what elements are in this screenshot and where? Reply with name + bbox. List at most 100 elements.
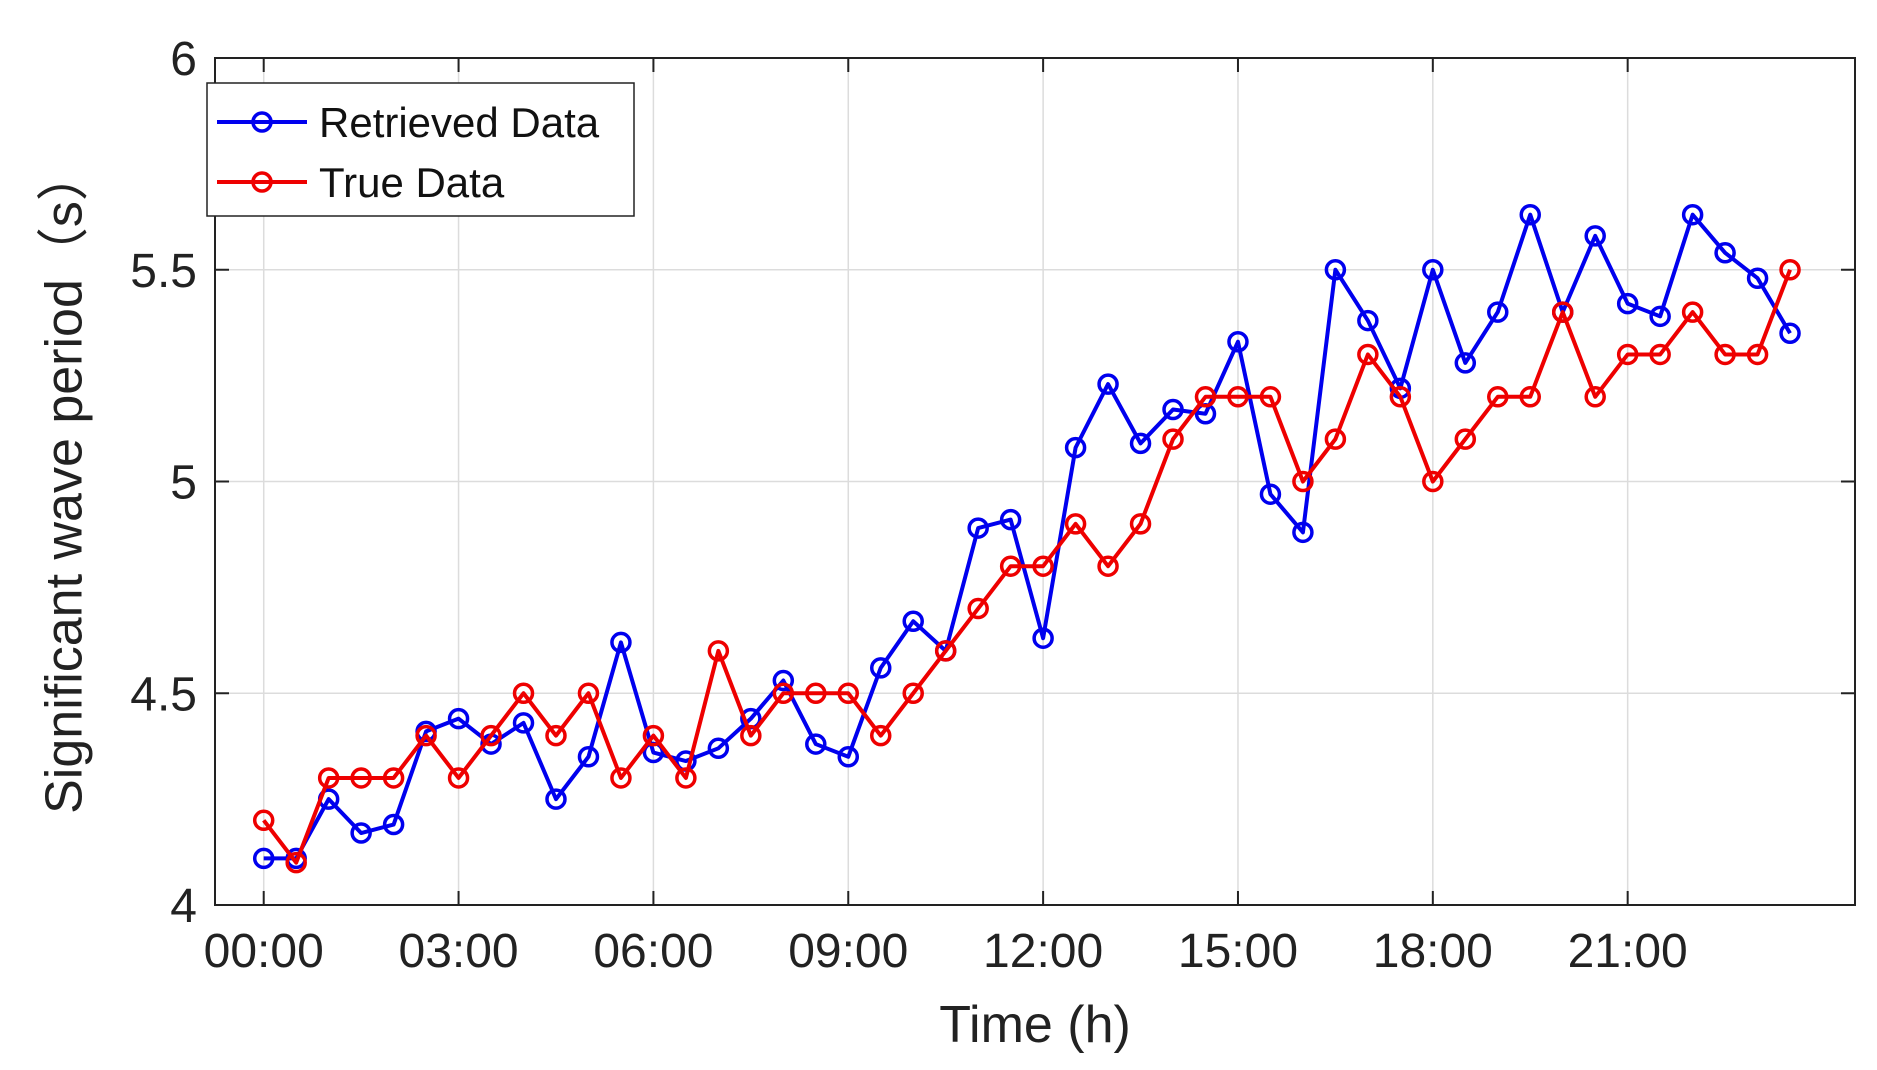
data-point — [1649, 305, 1671, 328]
x-tick-label: 15:00 — [1178, 925, 1298, 978]
data-point — [577, 682, 600, 704]
series-line — [263, 212, 1792, 861]
series-true-data — [252, 259, 1801, 874]
data-point — [480, 724, 502, 747]
y-tick-label: 5 — [170, 457, 197, 510]
legend-entry: Retrieved Data — [217, 99, 600, 146]
data-point — [1064, 436, 1087, 459]
data-point — [1032, 555, 1054, 577]
data-point — [869, 724, 892, 747]
data-point — [1227, 330, 1249, 353]
data-point — [1194, 386, 1217, 408]
data-point — [1032, 627, 1054, 649]
data-point — [805, 733, 827, 755]
data-point — [1357, 343, 1379, 366]
data-point — [610, 767, 632, 789]
data-point — [1292, 470, 1314, 493]
data-point — [610, 631, 632, 654]
data-point — [1324, 259, 1347, 281]
data-point — [1422, 470, 1444, 493]
data-point — [675, 767, 697, 789]
data-point — [934, 640, 957, 662]
data-point — [1551, 301, 1574, 323]
legend-box — [206, 82, 635, 217]
data-point — [642, 724, 665, 747]
data-point — [1584, 225, 1606, 247]
data-point — [1357, 309, 1379, 332]
data-point — [1714, 242, 1736, 264]
data-point — [577, 746, 600, 768]
data-point — [999, 555, 1022, 577]
data-point — [707, 640, 730, 662]
x-tick-label: 03:00 — [399, 925, 519, 978]
data-point — [317, 767, 340, 789]
x-axis-label: Time (h) — [939, 996, 1131, 1054]
x-tick-label: 06:00 — [593, 925, 713, 978]
data-point — [772, 682, 795, 704]
data-point — [999, 508, 1022, 531]
data-point — [1519, 386, 1541, 408]
data-point — [285, 851, 307, 874]
y-axis-label: Significant wave period（s） — [36, 149, 94, 814]
data-point — [772, 669, 795, 692]
data-point — [1064, 513, 1087, 535]
data-point — [1129, 432, 1152, 455]
data-point — [1454, 428, 1477, 450]
y-tick-label: 5.5 — [130, 245, 197, 298]
data-point — [902, 610, 924, 633]
series-layer — [252, 203, 1801, 874]
data-point — [1259, 386, 1282, 408]
data-point — [545, 788, 567, 810]
legend-label: True Data — [319, 159, 505, 206]
data-point — [1129, 513, 1152, 535]
data-point — [1616, 292, 1639, 315]
data-point — [740, 724, 762, 747]
data-point — [1487, 301, 1509, 323]
data-point — [1714, 343, 1736, 366]
y-tick-label: 6 — [170, 33, 197, 86]
data-point — [447, 767, 470, 789]
data-point — [1746, 267, 1769, 289]
data-point — [1616, 343, 1639, 366]
y-tick-label: 4.5 — [130, 668, 197, 721]
data-point — [1227, 386, 1249, 408]
legend-entry: True Data — [217, 159, 505, 206]
data-point — [837, 682, 860, 704]
series-retrieved-data — [252, 203, 1801, 870]
data-point — [1389, 386, 1412, 408]
data-point — [967, 517, 989, 539]
data-point — [1779, 322, 1801, 345]
x-tick-label: 21:00 — [1568, 925, 1688, 978]
x-tick-label: 09:00 — [788, 925, 908, 978]
data-point — [1519, 203, 1541, 226]
legend-label: Retrieved Data — [319, 99, 600, 146]
data-point — [252, 847, 275, 870]
data-point — [350, 767, 372, 789]
data-point — [1779, 259, 1801, 281]
data-point — [1681, 203, 1704, 226]
data-point — [902, 682, 924, 704]
data-point — [447, 707, 470, 730]
data-point — [1422, 259, 1444, 281]
data-point — [805, 682, 827, 704]
x-tick-label: 18:00 — [1373, 925, 1493, 978]
legend: Retrieved Data True Data — [206, 82, 635, 217]
data-point — [382, 813, 405, 836]
data-point — [1097, 373, 1119, 395]
data-point — [1097, 555, 1119, 577]
y-tick-label: 4 — [170, 880, 197, 933]
legend-swatch-marker — [251, 111, 273, 133]
data-point — [252, 809, 275, 832]
data-point — [1324, 428, 1347, 450]
data-point — [869, 657, 892, 679]
data-point — [1487, 386, 1509, 408]
data-point — [1454, 352, 1477, 374]
data-point — [1649, 343, 1671, 366]
data-point — [512, 712, 535, 734]
data-point — [1292, 521, 1314, 544]
data-point — [1259, 483, 1282, 505]
series-line — [262, 269, 1792, 865]
data-point — [1584, 386, 1606, 408]
data-point — [707, 737, 730, 760]
data-point — [350, 822, 372, 844]
